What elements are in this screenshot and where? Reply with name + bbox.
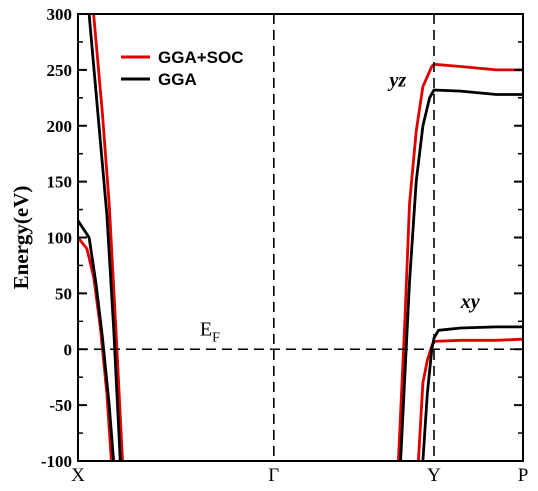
- band-annotation-yz: yz: [388, 70, 407, 92]
- band-line-gga-4: [421, 325, 523, 461]
- kpoint-label-2: Y: [427, 465, 441, 486]
- fermi-label-main: E: [200, 318, 212, 340]
- y-axis-ticks: -100 -50 0 50 100 150 200 250 300: [41, 5, 523, 471]
- y-axis-label: Energy(eV): [9, 186, 33, 290]
- plot-frame: [77, 13, 524, 462]
- y-tick-label: 150: [47, 173, 73, 192]
- y-tick-label: 200: [47, 117, 73, 136]
- legend-label-1: GGA: [158, 70, 197, 89]
- fermi-label-sub: F: [212, 330, 220, 345]
- kpoint-label-1: Γ: [268, 465, 279, 486]
- band-lines: [78, 14, 523, 461]
- band-annotation-xy: xy: [460, 291, 480, 313]
- y-tick-label: 300: [47, 5, 73, 24]
- annotations: yz xy: [388, 70, 480, 313]
- fermi-level-label: EF: [200, 318, 220, 345]
- kpoint-label-0: X: [71, 465, 85, 486]
- y-tick-label: -100: [41, 452, 72, 471]
- y-tick-label: 250: [47, 61, 73, 80]
- kpoint-label-3: P: [518, 465, 529, 486]
- band-line-gga-3: [399, 88, 523, 461]
- y-tick-label: 50: [55, 284, 72, 303]
- y-tick-label: 100: [47, 229, 73, 248]
- y-tick-label: -50: [49, 396, 72, 415]
- band-line-gga-soc-3: [397, 62, 523, 461]
- y-tick-label: 0: [64, 340, 73, 359]
- legend: GGA+SOC GGA: [121, 48, 244, 89]
- legend-label-0: GGA+SOC: [158, 48, 244, 67]
- band-line-gga-1: [78, 219, 115, 461]
- band-line-gga-soc-2: [92, 14, 124, 461]
- guide-lines: [78, 14, 523, 461]
- band-line-gga-2: [87, 14, 122, 461]
